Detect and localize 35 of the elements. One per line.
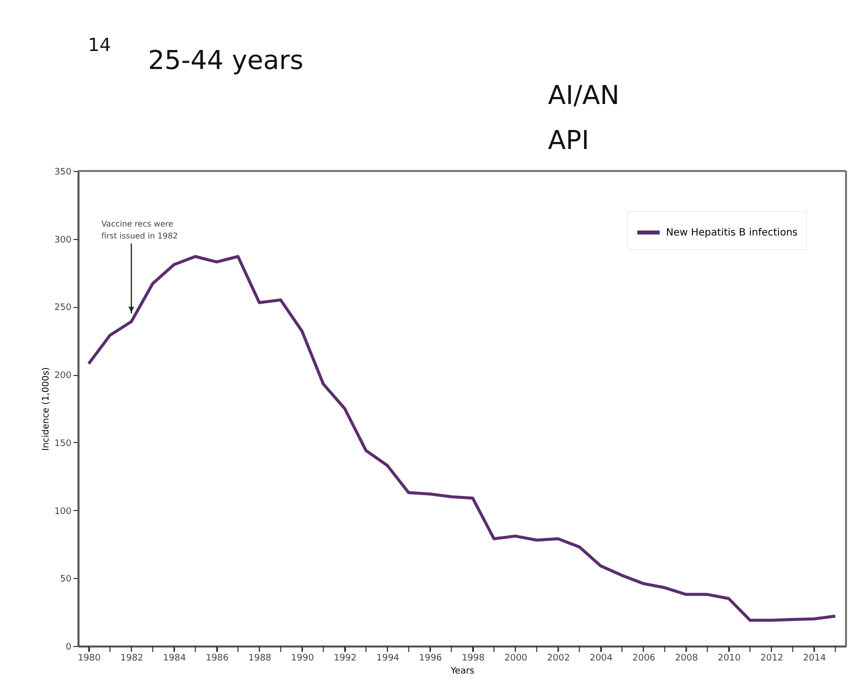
x-tick-label: 1996 (419, 654, 442, 664)
y-tick-label: 250 (54, 303, 72, 314)
x-tick-label: 1986 (206, 654, 229, 664)
x-tick-label: 1990 (291, 654, 314, 664)
x-tick-label: 2002 (547, 654, 570, 664)
x-tick-label: 2008 (675, 654, 698, 664)
x-tick-label: 2006 (632, 654, 656, 664)
text: 14 (88, 35, 111, 56)
x-tick-label: 2010 (718, 654, 741, 664)
x-tick-label: 1988 (248, 654, 272, 664)
y-tick-label: 50 (60, 574, 72, 585)
x-tick-label: 1984 (163, 654, 186, 664)
x-tick-label: 2000 (504, 654, 528, 664)
x-tick-label: 1992 (334, 654, 357, 664)
x-tick-label: 1980 (78, 654, 101, 664)
y-axis-title: Incidence (1,000s) (41, 367, 52, 451)
text: API (548, 126, 590, 156)
x-tick-label: 1982 (120, 654, 144, 664)
y-tick-label: 200 (54, 371, 72, 382)
y-tick-label: 100 (54, 506, 72, 517)
x-axis-title: Years (450, 666, 475, 676)
y-tick-label: 300 (54, 235, 72, 246)
x-tick-label: 2004 (590, 654, 613, 664)
text: 25-44 years (148, 46, 304, 76)
line-series (87, 255, 837, 622)
text: AI/AN (548, 81, 620, 111)
y-tick-label: 350 (54, 168, 72, 178)
x-tick-label: 1998 (462, 654, 485, 664)
y-tick-label: 0 (66, 642, 72, 652)
x-tick-label: 2012 (760, 654, 784, 664)
x-tick-label: 2014 (803, 654, 826, 664)
y-tick-label: 150 (54, 438, 72, 449)
x-tick-label: 1994 (376, 654, 400, 664)
annotation: Vaccine recs were first issued in 1982 (101, 220, 178, 240)
legend-label: New Hepatitis B infections (666, 228, 798, 238)
